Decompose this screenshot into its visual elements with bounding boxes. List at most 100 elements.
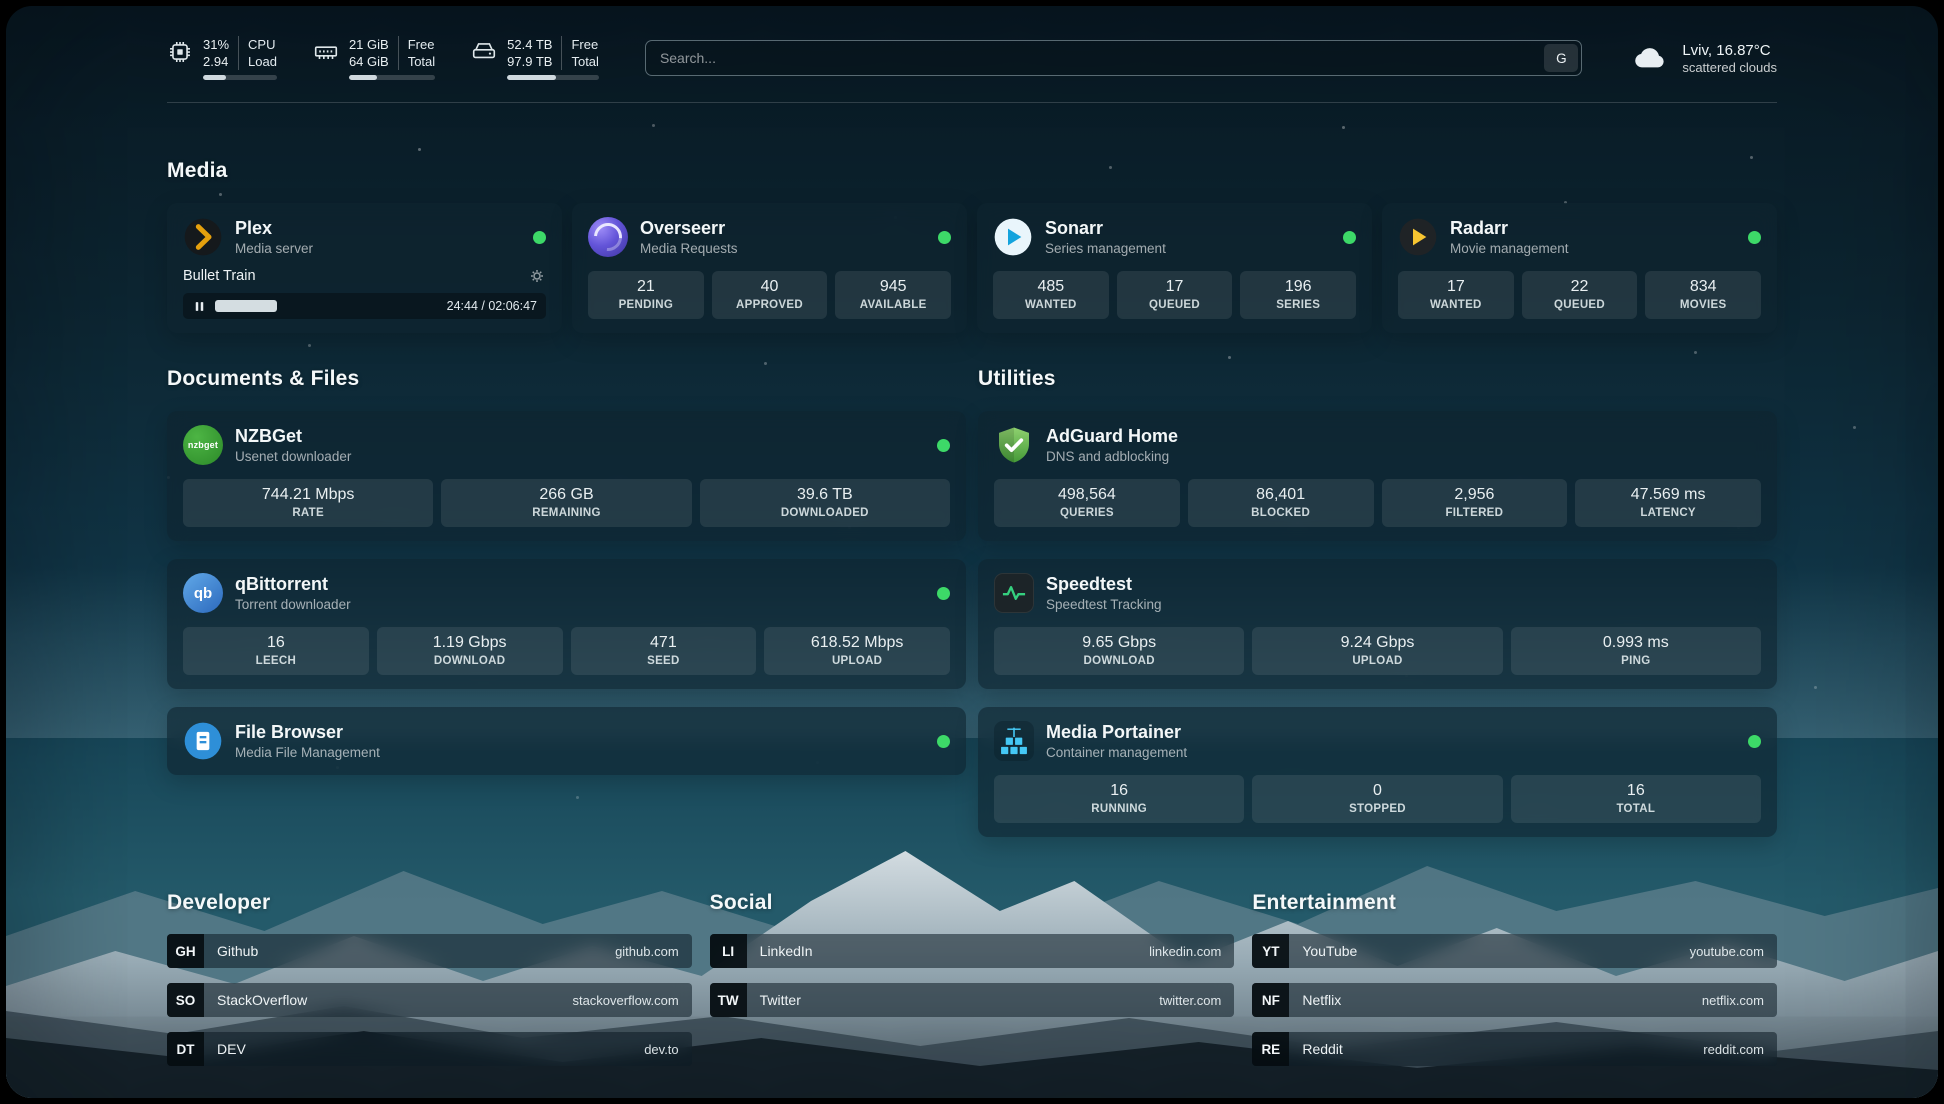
link-netflix[interactable]: NF Netflix netflix.com <box>1252 983 1777 1017</box>
now-playing-title: Bullet Train <box>183 268 256 284</box>
radarr-card[interactable]: Radarr Movie management 17 WANTED 22 QUE… <box>1382 203 1777 333</box>
qbittorrent-card[interactable]: qb qBittorrent Torrent downloader 16 LEE… <box>167 559 966 689</box>
stat-rate: 744.21 Mbps RATE <box>183 479 433 527</box>
stat-value: 17 <box>1121 278 1229 296</box>
cpu-percent: 31% <box>203 36 229 53</box>
qbittorrent-icon: qb <box>183 573 223 613</box>
link-name: LinkedIn <box>760 943 813 959</box>
stat-label: QUEUED <box>1526 299 1634 311</box>
link-dev[interactable]: DT DEV dev.to <box>167 1032 692 1066</box>
stat-value: 618.52 Mbps <box>768 634 946 652</box>
stat-label: APPROVED <box>716 299 824 311</box>
stat-value: 17 <box>1402 278 1510 296</box>
app-subtitle: Usenet downloader <box>235 449 351 464</box>
stat-label: UPLOAD <box>768 655 946 667</box>
stat-value: 744.21 Mbps <box>187 486 429 504</box>
stat-movies: 834 MOVIES <box>1645 271 1761 319</box>
reddit-badge: RE <box>1252 1032 1289 1066</box>
top-bar: 31% 2.94 CPU Load <box>167 6 1777 80</box>
cpu-label: CPU <box>248 36 277 53</box>
utilities-section-title: Utilities <box>978 367 1777 391</box>
stat-value: 47.569 ms <box>1579 486 1757 504</box>
stat-value: 21 <box>592 278 700 296</box>
stat-value: 16 <box>1515 782 1757 800</box>
links-sections: Developer GH Github github.com SO StackO… <box>167 891 1777 1066</box>
stat-label: QUEUED <box>1121 299 1229 311</box>
stat-label: SERIES <box>1244 299 1352 311</box>
stat-label: UPLOAD <box>1256 655 1498 667</box>
media-section: Media Plex Media server <box>167 159 1777 333</box>
ram-icon <box>313 39 339 65</box>
stat-label: SEED <box>575 655 753 667</box>
search-input[interactable] <box>645 40 1582 76</box>
link-domain: youtube.com <box>1690 944 1764 959</box>
pause-icon[interactable] <box>192 299 207 314</box>
stat-value: 196 <box>1244 278 1352 296</box>
speedtest-card[interactable]: Speedtest Speedtest Tracking 9.65 Gbps D… <box>978 559 1777 689</box>
app-name: qBittorrent <box>235 574 351 595</box>
adguard-card[interactable]: AdGuard Home DNS and adblocking 498,564 … <box>978 411 1777 541</box>
weather-text: Lviv, 16.87°C scattered clouds <box>1682 42 1777 75</box>
stat-stopped: 0 STOPPED <box>1252 775 1502 823</box>
link-reddit[interactable]: RE Reddit reddit.com <box>1252 1032 1777 1066</box>
stat-value: 16 <box>187 634 365 652</box>
app-subtitle: Container management <box>1046 745 1187 760</box>
stat-label: RATE <box>187 507 429 519</box>
plex-card[interactable]: Plex Media server Bullet Train <box>167 203 562 333</box>
sonarr-card[interactable]: Sonarr Series management 485 WANTED 17 Q… <box>977 203 1372 333</box>
stat-approved: 40 APPROVED <box>712 271 828 319</box>
stat-wanted: 485 WANTED <box>993 271 1109 319</box>
link-domain: reddit.com <box>1703 1042 1764 1057</box>
cpu-icon <box>167 39 193 65</box>
link-stackoverflow[interactable]: SO StackOverflow stackoverflow.com <box>167 983 692 1017</box>
gear-icon[interactable] <box>528 267 546 285</box>
nzbget-card[interactable]: nzbget NZBGet Usenet downloader 744.21 M… <box>167 411 966 541</box>
cpu-widget-body: 31% 2.94 CPU Load <box>203 36 277 80</box>
cpu-load-value: 2.94 <box>203 53 229 70</box>
app-name: Radarr <box>1450 218 1569 239</box>
cpu-progress-track <box>203 75 277 80</box>
disk-free-label: Free <box>571 36 598 53</box>
stat-value: 1.19 Gbps <box>381 634 559 652</box>
disk-widget: 52.4 TB 97.9 TB Free Total <box>471 36 599 80</box>
plex-progress-bar[interactable]: 24:44 / 02:06:47 <box>183 293 546 319</box>
disk-icon <box>471 39 497 65</box>
link-github[interactable]: GH Github github.com <box>167 934 692 968</box>
weather-widget[interactable]: Lviv, 16.87°C scattered clouds <box>1632 42 1777 75</box>
ram-progress-fill <box>349 75 377 80</box>
app-name: NZBGet <box>235 426 351 447</box>
portainer-card[interactable]: Media Portainer Container management 16 … <box>978 707 1777 837</box>
dashboard-screen: 31% 2.94 CPU Load <box>6 6 1938 1098</box>
stat-label: DOWNLOAD <box>381 655 559 667</box>
search-engine-button[interactable]: G <box>1544 44 1578 72</box>
link-youtube[interactable]: YT YouTube youtube.com <box>1252 934 1777 968</box>
stat-value: 266 GB <box>445 486 687 504</box>
app-subtitle: Speedtest Tracking <box>1046 597 1162 612</box>
stat-label: LATENCY <box>1579 507 1757 519</box>
app-subtitle: DNS and adblocking <box>1046 449 1178 464</box>
link-name: Reddit <box>1302 1041 1342 1057</box>
search-box: G <box>645 40 1582 76</box>
stat-value: 485 <box>997 278 1105 296</box>
utilities-column: Utilities <box>978 367 1777 837</box>
link-twitter[interactable]: TW Twitter twitter.com <box>710 983 1235 1017</box>
link-name: Netflix <box>1302 992 1341 1008</box>
link-linkedin[interactable]: LI LinkedIn linkedin.com <box>710 934 1235 968</box>
stat-value: 498,564 <box>998 486 1176 504</box>
linkedin-badge: LI <box>710 934 747 968</box>
stat-latency: 47.569 ms LATENCY <box>1575 479 1761 527</box>
cpu-widget: 31% 2.94 CPU Load <box>167 36 277 80</box>
stat-value: 9.24 Gbps <box>1256 634 1498 652</box>
stat-value: 40 <box>716 278 824 296</box>
filebrowser-card[interactable]: File Browser Media File Management <box>167 707 966 775</box>
app-name: Speedtest <box>1046 574 1162 595</box>
plex-icon <box>183 217 223 257</box>
stat-value: 945 <box>839 278 947 296</box>
media-grid: Plex Media server Bullet Train <box>167 203 1777 333</box>
stat-value: 22 <box>1526 278 1634 296</box>
dev-badge: DT <box>167 1032 204 1066</box>
overseerr-card[interactable]: Overseerr Media Requests 21 PENDING 40 A… <box>572 203 967 333</box>
social-links: Social LI LinkedIn linkedin.com TW Twitt… <box>710 891 1235 1017</box>
netflix-badge: NF <box>1252 983 1289 1017</box>
radarr-icon <box>1398 217 1438 257</box>
